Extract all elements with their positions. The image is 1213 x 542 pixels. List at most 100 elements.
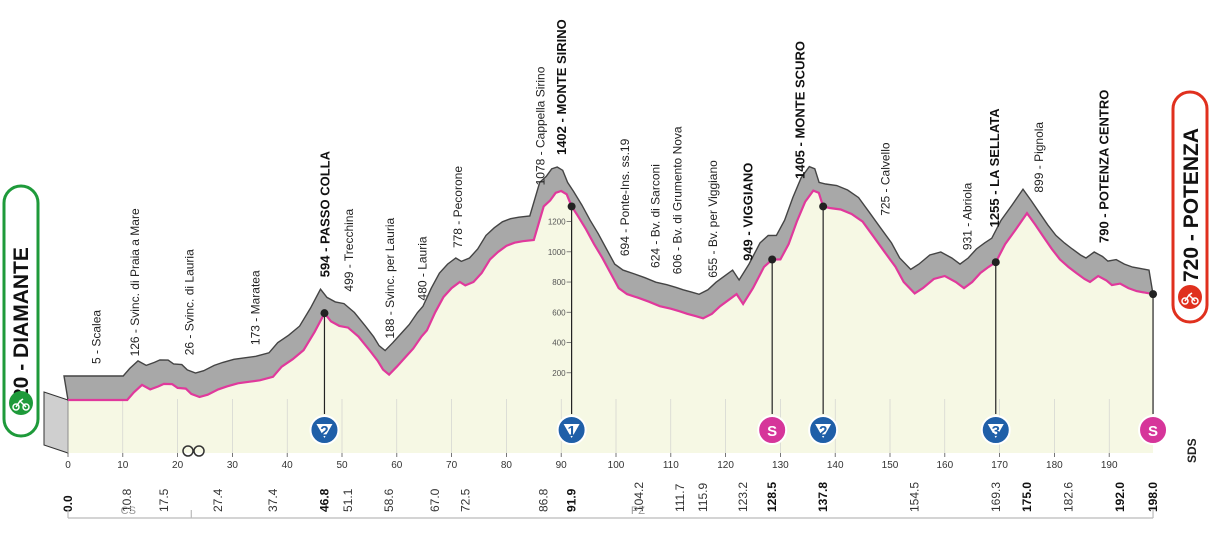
distance-label: 154.5 <box>908 482 922 512</box>
summit-label: 949 - VIGGIANO <box>741 163 756 261</box>
distance-labels: 0.0 10.8 17.5 27.4 37.4 46.8 51.1 58.6 67.0 72.5 8… <box>61 482 1160 512</box>
km-tick-label: 50 <box>336 460 348 471</box>
distance-label: 27.4 <box>211 488 225 512</box>
km-tick-label: 90 <box>556 460 568 471</box>
waypoint-label: 606 - Bv. di Grumento Nova <box>670 126 684 274</box>
mountain-icon <box>316 424 333 438</box>
altitude-tick-label: 200 <box>552 369 566 378</box>
mountain-icon <box>563 424 580 438</box>
km-tick-label: 190 <box>1101 460 1118 471</box>
km-tick-label: 140 <box>827 460 844 471</box>
finish-badge: 720 - POTENZA <box>1171 90 1209 324</box>
altitude-tick-label: 1200 <box>548 218 566 227</box>
waypoint-label: 655 - Bv. per Viggiano <box>706 160 720 278</box>
mountain-icon <box>815 424 832 438</box>
brand-logo: SDS <box>1185 438 1199 463</box>
distance-label: 37.4 <box>266 488 280 512</box>
km-tick-label: 80 <box>501 460 513 471</box>
waypoint-label: 5 - Scalea <box>89 310 103 364</box>
km-tick-label: 10 <box>117 460 129 471</box>
waypoint-label: 26 - Svinc. di Lauria <box>183 249 197 355</box>
waypoint-label: 1078 - Cappella Sirino <box>533 66 547 185</box>
summit-label: 1402 - MONTE SIRINO <box>554 19 569 155</box>
distance-label: 137.8 <box>816 482 830 512</box>
distance-label: 128.5 <box>765 482 779 512</box>
summit-label: 1255 - LA SELLATA <box>987 108 1002 228</box>
km-tick-label: 130 <box>772 460 789 471</box>
summit-label: 1405 - MONTE SCURO <box>793 41 808 179</box>
sprint-label: S <box>767 423 777 440</box>
summit-label: 594 - PASSO COLLA <box>317 150 332 277</box>
marker-dot <box>768 255 777 264</box>
distance-label: 72.5 <box>458 488 472 512</box>
marker-dot <box>819 202 828 211</box>
distance-label: 86.8 <box>537 488 551 512</box>
sprint-badge <box>757 415 788 445</box>
climb-category-label: 2 <box>819 423 827 440</box>
distance-label: 192.0 <box>1113 482 1127 512</box>
distance-label: 0.0 <box>61 495 75 512</box>
distance-label: 182.6 <box>1062 482 1076 512</box>
waypoint-label: 778 - Pecorone <box>451 166 465 248</box>
region-label: CS <box>121 505 136 517</box>
distance-label: 17.5 <box>157 488 171 512</box>
altitude-tick-label: 400 <box>552 339 566 348</box>
distance-label: 123.2 <box>736 482 750 512</box>
km-tick-label: 30 <box>227 460 239 471</box>
waypoint-label: 499 - Trecchina <box>342 209 356 292</box>
waypoint-label: 624 - Bv. di Sarconi <box>648 164 662 268</box>
distance-label: 175.0 <box>1020 482 1034 512</box>
marker-dot <box>567 202 576 211</box>
profile-base-layer <box>43 190 1154 454</box>
start-name: DIAMANTE <box>10 247 33 358</box>
marker-dot <box>1149 290 1158 299</box>
waypoint-label: 126 - Svinc. di Praia a Mare <box>128 208 142 356</box>
category-markers: 2 1 S 2 3 S <box>309 202 1169 445</box>
altitude-tick-label: 600 <box>552 308 566 317</box>
waypoint-label: 899 - Pignola <box>1032 122 1046 193</box>
km-tick-label: 20 <box>172 460 184 471</box>
waypoint-label: 173 - Maratea <box>248 270 262 345</box>
distance-label: 46.8 <box>317 488 331 512</box>
km-tick-label: 120 <box>717 460 734 471</box>
marker-dot <box>991 258 1000 267</box>
distance-label: 67.0 <box>428 488 442 512</box>
altitude-tick-label: 800 <box>552 278 566 287</box>
waypoint-labels: 5 - Scalea 126 - Svinc. di Praia a Mare 26… <box>89 19 1111 364</box>
marker-dot <box>320 309 329 318</box>
sprint-badge <box>1138 415 1169 445</box>
waypoint-label: 480 - Lauria <box>415 236 429 300</box>
svg-text:720 - POTENZA: 720 - POTENZA <box>1180 128 1203 282</box>
km-tick-label: 160 <box>936 460 953 471</box>
region-label: PZ <box>631 505 645 517</box>
feed-zone-icon <box>182 445 205 457</box>
km-tick-label: 180 <box>1046 460 1063 471</box>
km-axis: 0 10 20 30 40 50 60 70 80 90 100 110 120 130 140 150 160… <box>65 453 1118 471</box>
waypoint-label: 694 - Ponte-Ins. ss.19 <box>618 138 632 256</box>
start-badge: 20 - DIAMANTE <box>2 184 40 438</box>
distance-label: 169.3 <box>989 482 1003 512</box>
cyclist-finish-icon <box>1181 292 1199 305</box>
profile-base-area <box>68 190 1154 453</box>
profile-side-block <box>43 391 69 454</box>
distance-label: 51.1 <box>341 488 355 512</box>
km-tick-label: 70 <box>446 460 458 471</box>
region-bar: CS PZ <box>67 505 1154 519</box>
road-profile-line <box>68 189 1154 402</box>
distance-label: 115.9 <box>696 483 710 512</box>
waypoint-label: 725 - Calvello <box>879 142 893 216</box>
finish-name: POTENZA <box>1180 128 1203 228</box>
distance-label: 58.6 <box>382 488 396 512</box>
waypoint-label: 188 - Svinc. per Lauria <box>383 218 397 339</box>
km-tick-label: 60 <box>391 460 403 471</box>
sprint-label: S <box>1148 423 1158 440</box>
distance-label: 198.0 <box>1146 482 1160 512</box>
altitude-tick-label: 1000 <box>548 248 566 257</box>
km-tick-label: 150 <box>882 460 899 471</box>
km-tick-label: 100 <box>608 460 625 471</box>
svg-text:20 - DIAMANTE: 20 - DIAMANTE <box>10 247 33 400</box>
finish-altitude: 720 <box>1180 247 1203 282</box>
distance-label: 111.7 <box>673 483 687 512</box>
climb-category-label: 2 <box>320 423 328 440</box>
km-tick-label: 40 <box>282 460 294 471</box>
